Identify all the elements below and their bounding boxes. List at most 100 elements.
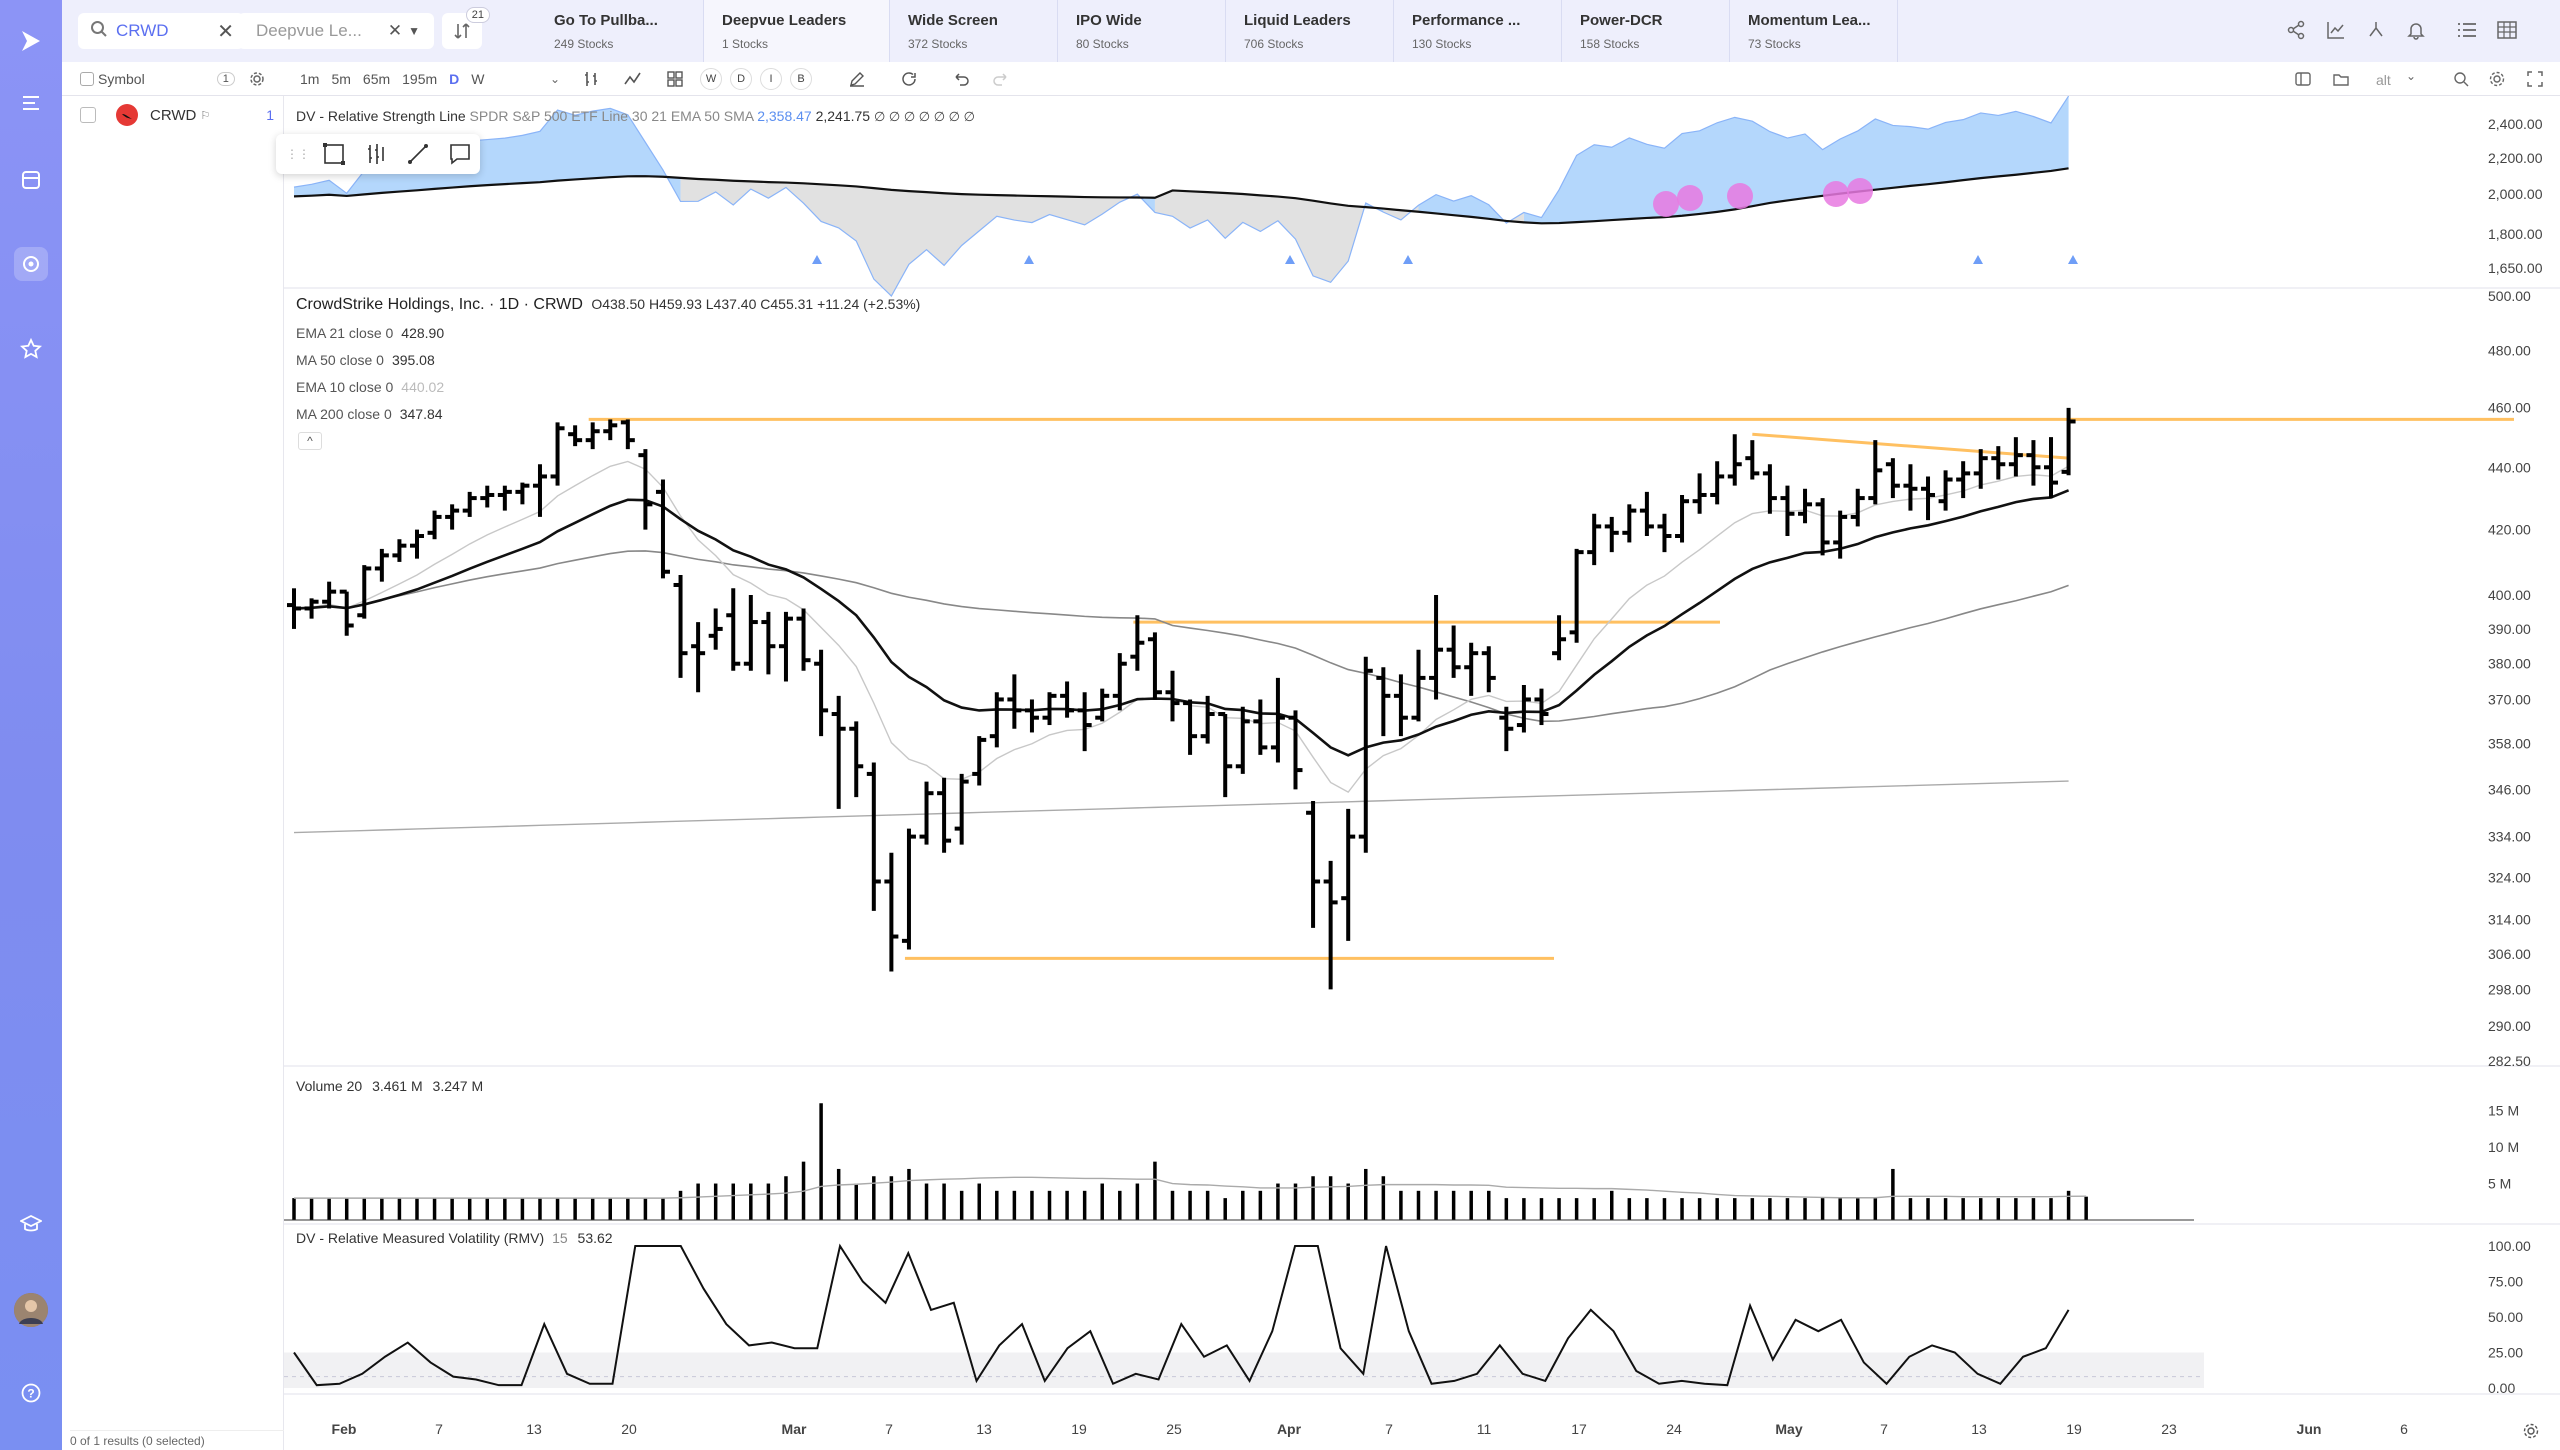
ohlc-bar bbox=[480, 485, 495, 508]
interval-1m[interactable]: 1m bbox=[300, 71, 320, 87]
watchlist-tab-count: 158 Stocks bbox=[1580, 37, 1640, 51]
bell-icon[interactable] bbox=[2406, 20, 2426, 40]
row-symbol[interactable]: CRWD bbox=[150, 106, 197, 124]
help-icon[interactable]: ? bbox=[14, 1376, 48, 1410]
bars-tool-icon[interactable] bbox=[364, 142, 388, 166]
price-y-tick: 314.00 bbox=[2488, 911, 2531, 927]
indicator-row[interactable]: EMA 21 close 0 428.90 bbox=[296, 325, 444, 352]
bar-type-icon[interactable] bbox=[582, 70, 600, 88]
period-button-I[interactable]: I bbox=[760, 68, 783, 90]
ohlc-bar bbox=[1604, 516, 1619, 553]
watchlist-selector[interactable]: Deepvue Le... ✕ ▼ bbox=[238, 13, 434, 49]
watchlist-icon[interactable] bbox=[14, 163, 48, 197]
ohlc-bar bbox=[1885, 458, 1900, 499]
rs-legend: DV - Relative Strength Line SPDR S&P 500… bbox=[296, 108, 975, 125]
menu-icon[interactable] bbox=[14, 86, 48, 120]
draw-icon[interactable] bbox=[848, 70, 866, 88]
trendline-tool-icon[interactable] bbox=[406, 142, 430, 166]
indicator-label: EMA 10 close 0 bbox=[296, 379, 394, 395]
folder-icon[interactable] bbox=[2332, 70, 2350, 88]
grid-view-icon[interactable] bbox=[2496, 20, 2518, 40]
layout-icon[interactable] bbox=[666, 70, 684, 88]
select-all-checkbox[interactable] bbox=[80, 72, 94, 86]
interval-65m[interactable]: 65m bbox=[362, 71, 391, 87]
volume-v2: 3.247 M bbox=[432, 1078, 484, 1094]
collapse-legend-button[interactable]: ^ bbox=[298, 432, 322, 450]
filter-button[interactable]: 21 bbox=[442, 7, 490, 49]
star-icon[interactable] bbox=[14, 332, 48, 366]
screener-icon[interactable] bbox=[14, 247, 48, 281]
interval-D[interactable]: D bbox=[449, 71, 460, 87]
ohlc-bar bbox=[1938, 470, 1953, 511]
indicator-row[interactable]: EMA 10 close 0 440.02 bbox=[296, 379, 444, 406]
indicator-row[interactable]: MA 200 close 0 347.84 bbox=[296, 406, 444, 433]
chart-area[interactable]: 2,400.00 2,200.00 2,000.00 1,800.00 1,650.00… bbox=[276, 95, 2560, 1450]
watchlist-panel: CRWD ⚐ 1 0 of 1 results (0 selected) bbox=[62, 96, 284, 1450]
chart-canvas[interactable]: 2,400.00 2,200.00 2,000.00 1,800.00 1,650.00… bbox=[284, 95, 2560, 1450]
chart-icon[interactable] bbox=[2326, 20, 2346, 40]
watchlist-tab-1[interactable]: Deepvue Leaders 1 Stocks bbox=[704, 0, 890, 62]
x-axis-label: 19 bbox=[2066, 1421, 2082, 1437]
watchlist-tab-name: Performance ... bbox=[1412, 12, 1521, 29]
interval-5m[interactable]: 5m bbox=[331, 71, 351, 87]
ohlc-bar bbox=[796, 608, 811, 671]
clear-search-icon[interactable]: ✕ bbox=[217, 20, 234, 43]
compare-icon[interactable] bbox=[2366, 20, 2386, 40]
search-input[interactable]: CRWD bbox=[116, 21, 169, 40]
rs-y-tick: 2,400.00 bbox=[2488, 116, 2543, 132]
ohlc-bar bbox=[989, 692, 1004, 748]
alt-chevron-icon[interactable]: ⌄ bbox=[2406, 69, 2417, 83]
interval-chevron-icon[interactable]: ⌄ bbox=[550, 72, 561, 86]
watchlist-tab-name: Liquid Leaders bbox=[1244, 12, 1351, 29]
share-icon[interactable] bbox=[2286, 20, 2306, 40]
price-title: CrowdStrike Holdings, Inc. · 1D · CRWD bbox=[296, 296, 583, 313]
interval-W[interactable]: W bbox=[471, 71, 485, 87]
redo-icon[interactable] bbox=[992, 70, 1010, 88]
flag-icon[interactable]: ⚐ bbox=[200, 109, 211, 122]
watchlist-tab-6[interactable]: Power-DCR 158 Stocks bbox=[1562, 0, 1730, 62]
watchlist-row[interactable]: CRWD ⚐ 1 bbox=[62, 96, 284, 134]
fullscreen-icon[interactable] bbox=[2526, 70, 2544, 88]
symbol-search[interactable]: CRWD ✕ bbox=[78, 13, 244, 49]
x-axis-label: 7 bbox=[435, 1421, 443, 1437]
alt-label[interactable]: alt bbox=[2376, 72, 2391, 88]
note-tool-icon[interactable] bbox=[448, 142, 472, 166]
watchlist-tab-4[interactable]: Liquid Leaders 706 Stocks bbox=[1226, 0, 1394, 62]
chart-settings-icon[interactable] bbox=[2522, 1422, 2540, 1440]
watchlist-tab-7[interactable]: Momentum Lea... 73 Stocks bbox=[1730, 0, 1898, 62]
undo-icon[interactable] bbox=[952, 70, 970, 88]
period-button-W[interactable]: W bbox=[700, 68, 723, 90]
gear-icon[interactable] bbox=[249, 71, 265, 87]
ohlc-bar bbox=[1991, 446, 2006, 480]
rmv-value: 53.62 bbox=[577, 1230, 613, 1246]
rs-y-tick: 2,200.00 bbox=[2488, 150, 2543, 166]
rectangle-tool-icon[interactable] bbox=[322, 142, 346, 166]
period-button-B[interactable]: B bbox=[790, 68, 813, 90]
avatar[interactable] bbox=[14, 1293, 48, 1327]
list-view-icon[interactable] bbox=[2456, 20, 2478, 40]
x-axis-label: 24 bbox=[1666, 1421, 1682, 1437]
ohlc-bar bbox=[901, 828, 916, 950]
drag-handle-icon[interactable]: ⋮⋮ bbox=[286, 147, 310, 161]
logo-icon[interactable] bbox=[14, 24, 48, 58]
indicator-row[interactable]: MA 50 close 0 395.08 bbox=[296, 352, 444, 379]
layout-panel-icon[interactable] bbox=[2294, 70, 2312, 88]
row-checkbox[interactable] bbox=[80, 107, 96, 123]
education-icon[interactable] bbox=[14, 1207, 48, 1241]
chevron-down-icon[interactable]: ▼ bbox=[408, 24, 420, 38]
watchlist-tab-2[interactable]: Wide Screen 372 Stocks bbox=[890, 0, 1058, 62]
zoom-icon[interactable] bbox=[2452, 70, 2470, 88]
watchlist-tab-5[interactable]: Performance ... 130 Stocks bbox=[1394, 0, 1562, 62]
watchlist-tab-count: 73 Stocks bbox=[1748, 37, 1801, 51]
period-button-D[interactable]: D bbox=[730, 68, 753, 90]
indicators-icon[interactable] bbox=[624, 70, 642, 88]
refresh-icon[interactable] bbox=[900, 70, 918, 88]
watchlist-tab-3[interactable]: IPO Wide 80 Stocks bbox=[1058, 0, 1226, 62]
settings-icon[interactable] bbox=[2488, 70, 2506, 88]
watchlist-selector-label: Deepvue Le... bbox=[256, 21, 362, 40]
interval-195m[interactable]: 195m bbox=[402, 71, 438, 87]
close-icon[interactable]: ✕ bbox=[387, 21, 403, 40]
watchlist-tab-0[interactable]: Go To Pullba... 249 Stocks bbox=[536, 0, 704, 62]
